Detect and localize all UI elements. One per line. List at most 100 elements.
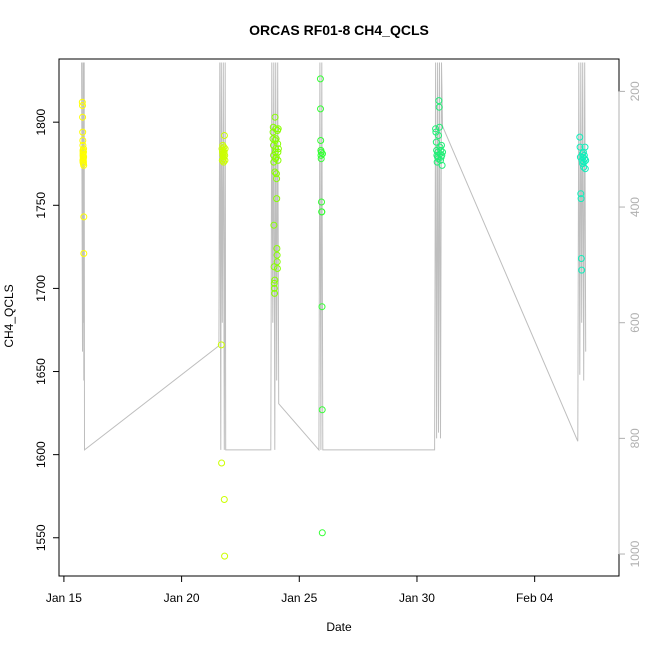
x-tick-label: Jan 30 <box>399 591 435 605</box>
data-point <box>438 151 446 159</box>
data-point <box>220 132 228 139</box>
data-point <box>318 303 326 311</box>
data-point <box>432 125 440 133</box>
data-point <box>79 113 87 121</box>
data-point <box>270 221 278 229</box>
data-point <box>80 145 88 153</box>
data-point <box>435 132 442 139</box>
x-tick-label: Jan 15 <box>46 591 82 605</box>
x-tick-label: Jan 25 <box>281 591 317 605</box>
data-point <box>318 208 326 216</box>
right-tick-label: 400 <box>628 197 642 217</box>
data-point <box>438 141 445 149</box>
y-tick-label: 1800 <box>34 109 48 136</box>
data-point <box>270 284 278 292</box>
data-point <box>272 170 280 178</box>
data-point <box>270 263 278 271</box>
data-point <box>221 151 229 159</box>
data-point <box>274 125 282 133</box>
data-point <box>271 113 279 121</box>
y-axis: 1550 1600 1650 1700 1750 1800 <box>34 109 60 551</box>
data-point <box>80 161 88 169</box>
data-point <box>271 276 279 284</box>
right-tick-label: 1000 <box>628 540 642 567</box>
data-point <box>220 143 228 151</box>
y-tick-label: 1750 <box>34 192 48 219</box>
data-point <box>579 148 587 156</box>
data-point <box>580 158 588 166</box>
data-point <box>220 158 228 166</box>
data-point <box>79 148 87 156</box>
data-point <box>432 138 440 146</box>
data-point <box>221 145 229 153</box>
data-point <box>438 161 446 169</box>
data-point <box>578 266 586 274</box>
pressure-trace-line <box>81 62 587 452</box>
right-pressure-axis: 200 400 600 800 1000 <box>618 81 642 567</box>
y-tick-label: 1700 <box>34 275 48 302</box>
data-point <box>272 125 280 133</box>
data-point <box>439 148 446 156</box>
data-point <box>582 156 590 164</box>
data-points-layer <box>78 75 590 560</box>
y-axis-label: CH4_QCLS <box>2 284 16 347</box>
data-point <box>79 151 87 159</box>
data-point <box>78 98 86 106</box>
data-point <box>317 137 325 144</box>
data-point <box>271 168 279 176</box>
x-tick-label: Feb 04 <box>516 591 554 605</box>
data-point <box>79 158 87 166</box>
data-point <box>581 155 589 163</box>
data-point <box>80 213 88 221</box>
data-point <box>317 105 324 113</box>
data-point <box>581 143 589 151</box>
data-point <box>316 75 324 83</box>
data-point <box>80 250 88 257</box>
data-point <box>273 175 281 183</box>
data-point <box>221 552 229 560</box>
data-point <box>576 143 584 151</box>
data-point <box>435 103 443 111</box>
data-point <box>79 128 87 136</box>
data-point <box>273 195 281 203</box>
x-tick-label: Jan 20 <box>164 591 200 605</box>
data-point <box>435 97 443 105</box>
data-point <box>580 151 588 159</box>
data-point <box>437 146 445 154</box>
data-point <box>317 151 325 159</box>
data-point <box>79 141 87 149</box>
data-point <box>221 156 229 164</box>
data-point <box>580 163 588 171</box>
data-point <box>79 102 86 109</box>
plot-frame <box>58 58 620 577</box>
data-point <box>274 145 282 153</box>
data-point <box>577 255 585 262</box>
data-point <box>318 406 326 414</box>
x-axis: Jan 15 Jan 20 Jan 25 Jan 30 Feb 04 <box>46 575 554 605</box>
right-tick-label: 800 <box>628 428 642 448</box>
x-axis-label: Date <box>326 620 352 634</box>
data-point <box>274 140 282 148</box>
data-point <box>317 148 325 156</box>
data-point <box>220 496 228 503</box>
y-tick-label: 1650 <box>34 358 48 385</box>
right-tick-label: 200 <box>628 81 642 101</box>
data-point <box>273 258 281 266</box>
data-point <box>274 148 282 156</box>
data-point <box>437 156 444 164</box>
data-point <box>219 146 227 154</box>
data-point <box>270 279 278 287</box>
chart-title: ORCAS RF01-8 CH4_QCLS <box>249 22 429 38</box>
pressure-trace-layer <box>81 62 587 452</box>
data-point <box>220 148 228 156</box>
y-tick-label: 1600 <box>34 441 48 468</box>
data-point <box>433 158 441 166</box>
right-tick-label: 600 <box>628 312 642 332</box>
data-point <box>318 198 325 206</box>
data-point <box>436 123 443 131</box>
data-point <box>273 251 281 259</box>
data-point <box>576 133 584 141</box>
data-point <box>271 289 279 297</box>
data-point <box>577 190 585 198</box>
